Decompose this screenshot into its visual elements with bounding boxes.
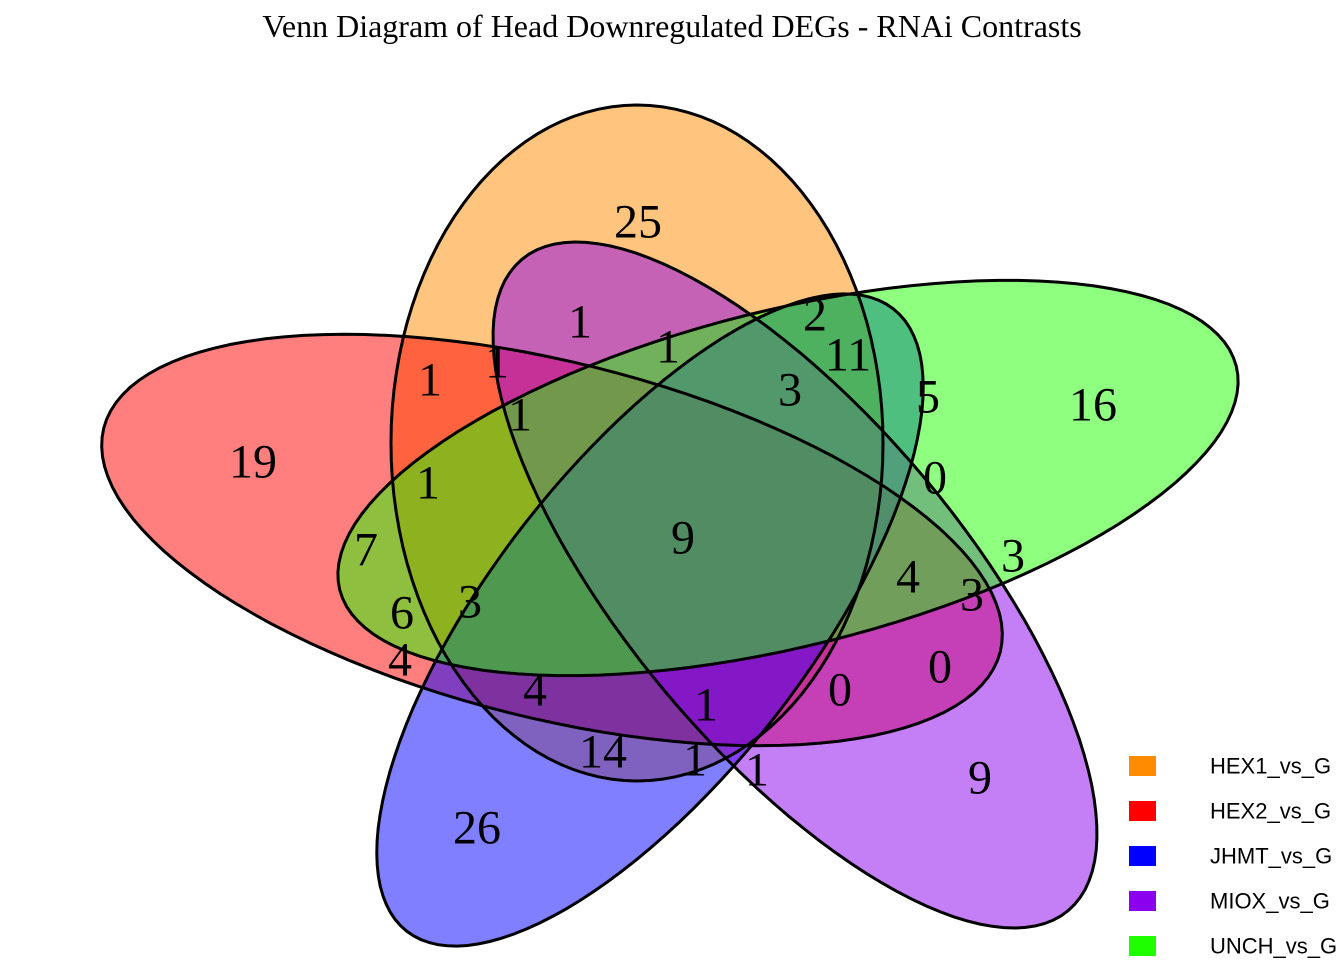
region-count: 4 xyxy=(523,664,547,717)
region-count: 4 xyxy=(896,551,920,604)
region-count: 1 xyxy=(508,389,532,442)
region-count: 5 xyxy=(916,371,940,424)
legend-swatch xyxy=(1129,801,1156,821)
legend-swatch xyxy=(1129,756,1156,776)
legend-label: HEX2_vs_G xyxy=(1210,799,1331,824)
legend-label: HEX1_vs_G xyxy=(1210,754,1331,779)
region-count: 0 xyxy=(828,664,852,717)
set-outline-miox xyxy=(491,240,1099,930)
region-count: 1 xyxy=(683,734,707,787)
region-count: 4 xyxy=(388,634,412,687)
legend-swatch xyxy=(1129,936,1156,956)
region-count: 19 xyxy=(229,436,277,489)
region-count: 1 xyxy=(416,457,440,510)
region-count: 9 xyxy=(671,512,695,565)
region-count: 25 xyxy=(614,196,662,249)
legend-swatch xyxy=(1129,846,1156,866)
legend-label: MIOX_vs_G xyxy=(1210,889,1330,914)
region-count: 1 xyxy=(485,336,509,389)
set-outline-jhmt xyxy=(375,292,925,948)
region-count: 16 xyxy=(1069,379,1117,432)
region-count: 0 xyxy=(928,641,952,694)
region-count: 3 xyxy=(960,569,984,622)
region-count: 1 xyxy=(568,296,592,349)
region-count: 2 xyxy=(803,289,827,342)
region-count: 7 xyxy=(354,524,378,577)
region-count: 3 xyxy=(458,576,482,629)
region-count: 3 xyxy=(1001,530,1025,583)
region-count: 3 xyxy=(778,364,802,417)
region-count: 11 xyxy=(825,329,871,382)
region-count: 1 xyxy=(745,744,769,797)
legend-label: JHMT_vs_G xyxy=(1210,844,1332,869)
set-outline-hex2 xyxy=(100,332,1004,748)
legend-label: UNCH_vs_G xyxy=(1210,934,1337,959)
region-count: 1 xyxy=(656,321,680,374)
region-count: 9 xyxy=(968,752,992,805)
region-count: 0 xyxy=(923,452,947,505)
set-ellipse-unch xyxy=(337,280,1239,676)
diagram-title: Venn Diagram of Head Downregulated DEGs … xyxy=(262,8,1082,44)
region-count: 6 xyxy=(390,587,414,640)
region-count: 26 xyxy=(453,802,501,855)
region-count: 14 xyxy=(579,726,627,779)
region-count: 1 xyxy=(694,679,718,732)
legend-swatch xyxy=(1129,891,1156,911)
region-count: 1 xyxy=(418,354,442,407)
set-outline-unch xyxy=(336,278,1240,678)
